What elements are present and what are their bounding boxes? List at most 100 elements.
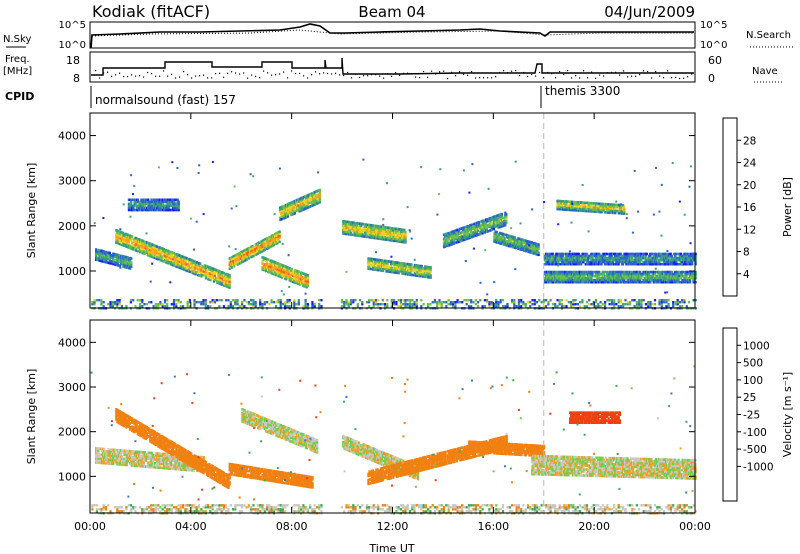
echo-cell [137, 246, 141, 249]
scatter-cell [395, 301, 398, 304]
echo-cell [182, 255, 185, 259]
echo-cell [555, 274, 558, 278]
echo-cell [276, 233, 279, 237]
echo-cell [656, 280, 659, 284]
echo-cell [229, 260, 232, 264]
echo-cell [694, 260, 697, 264]
nave-point [263, 70, 265, 72]
scatter-cell [404, 305, 407, 308]
echo-cell [577, 252, 580, 256]
echo-cell [598, 270, 601, 274]
echo-cell [149, 246, 152, 250]
echo-cell [585, 258, 588, 262]
scatter-cell [452, 303, 455, 306]
echo-cell [559, 256, 562, 260]
echo-cell [218, 270, 221, 273]
echo-cell [648, 254, 651, 258]
echo-cell [600, 272, 603, 276]
echo-cell [211, 275, 214, 279]
echo-cell [496, 233, 499, 236]
echo-cell [404, 264, 407, 268]
echo-cell [563, 202, 566, 205]
echo-cell [530, 241, 533, 244]
echo-cell [658, 260, 661, 264]
echo-cell [125, 239, 128, 242]
echo-cell [591, 206, 594, 209]
scatter-cell [254, 301, 257, 304]
echo-cell [192, 267, 195, 271]
echo-cell [569, 272, 572, 276]
echo-cell [592, 258, 595, 262]
nave-point [103, 72, 105, 74]
echo-cell [280, 276, 283, 279]
echo-cell [138, 204, 141, 208]
echo-cell [584, 258, 587, 262]
echo-cell [533, 244, 536, 247]
echo-cell [639, 280, 642, 284]
nave-point [675, 76, 677, 79]
echo-cell [665, 274, 668, 278]
scatter-cell [263, 303, 266, 306]
scatter-cell [411, 305, 414, 308]
scatter-cell [402, 303, 405, 306]
echo-cell [660, 280, 663, 284]
echo-cell [661, 280, 664, 284]
scatter-cell [572, 299, 575, 302]
scatter-cell [640, 299, 643, 302]
nave-point [315, 71, 317, 73]
scatter-cell [413, 303, 416, 306]
echo-cell [606, 256, 609, 260]
echo-cell [264, 265, 267, 269]
echo-cell [123, 236, 126, 239]
echo-cell [617, 205, 620, 209]
echo-cell [97, 248, 100, 252]
echo-cell [152, 204, 155, 208]
scatter-cell [163, 301, 167, 304]
echo-cell [602, 258, 605, 262]
echo-cell [648, 280, 651, 284]
echo-cell [623, 210, 626, 213]
echo-cell [115, 241, 118, 244]
echo-cell [158, 204, 161, 208]
echo-cell [370, 224, 373, 227]
echo-cell [673, 274, 676, 278]
echo-cell [310, 202, 313, 205]
echo-cell [661, 270, 664, 274]
echo-cell [586, 258, 590, 262]
echo-cell [308, 197, 311, 200]
echo-cell [300, 204, 303, 208]
echo-cell [201, 273, 204, 277]
echo-cell [549, 272, 552, 276]
echo-cell [466, 231, 469, 234]
echo-cell [670, 270, 673, 274]
scatter-cell [343, 303, 346, 306]
echo-cell [614, 274, 617, 278]
echo-cell [546, 262, 549, 266]
echo-cell [171, 255, 175, 259]
echo-cell [191, 267, 194, 270]
echo-cell [250, 249, 253, 253]
nave-point [299, 72, 301, 74]
echo-cell [449, 233, 452, 236]
echo-cell [675, 256, 678, 260]
echo-cell [233, 264, 236, 268]
echo-cell [677, 252, 680, 256]
scatter-cell [467, 299, 471, 302]
scatter-cell [193, 305, 196, 308]
echo-cell [270, 269, 273, 273]
echo-cell [188, 270, 192, 274]
echo-cell [170, 202, 174, 206]
echo-cell [611, 203, 615, 206]
echo-cell [668, 252, 671, 256]
echo-cell [606, 260, 609, 264]
echo-cell [136, 200, 140, 204]
echo-cell [691, 256, 694, 260]
echo-cell [649, 280, 652, 284]
echo-cell [373, 236, 376, 240]
echo-cell [690, 254, 693, 258]
echo-cell [411, 265, 414, 269]
echo-cell [470, 233, 473, 237]
nave-point [499, 72, 501, 74]
echo-cell [152, 245, 155, 249]
echo-cell [445, 236, 448, 240]
